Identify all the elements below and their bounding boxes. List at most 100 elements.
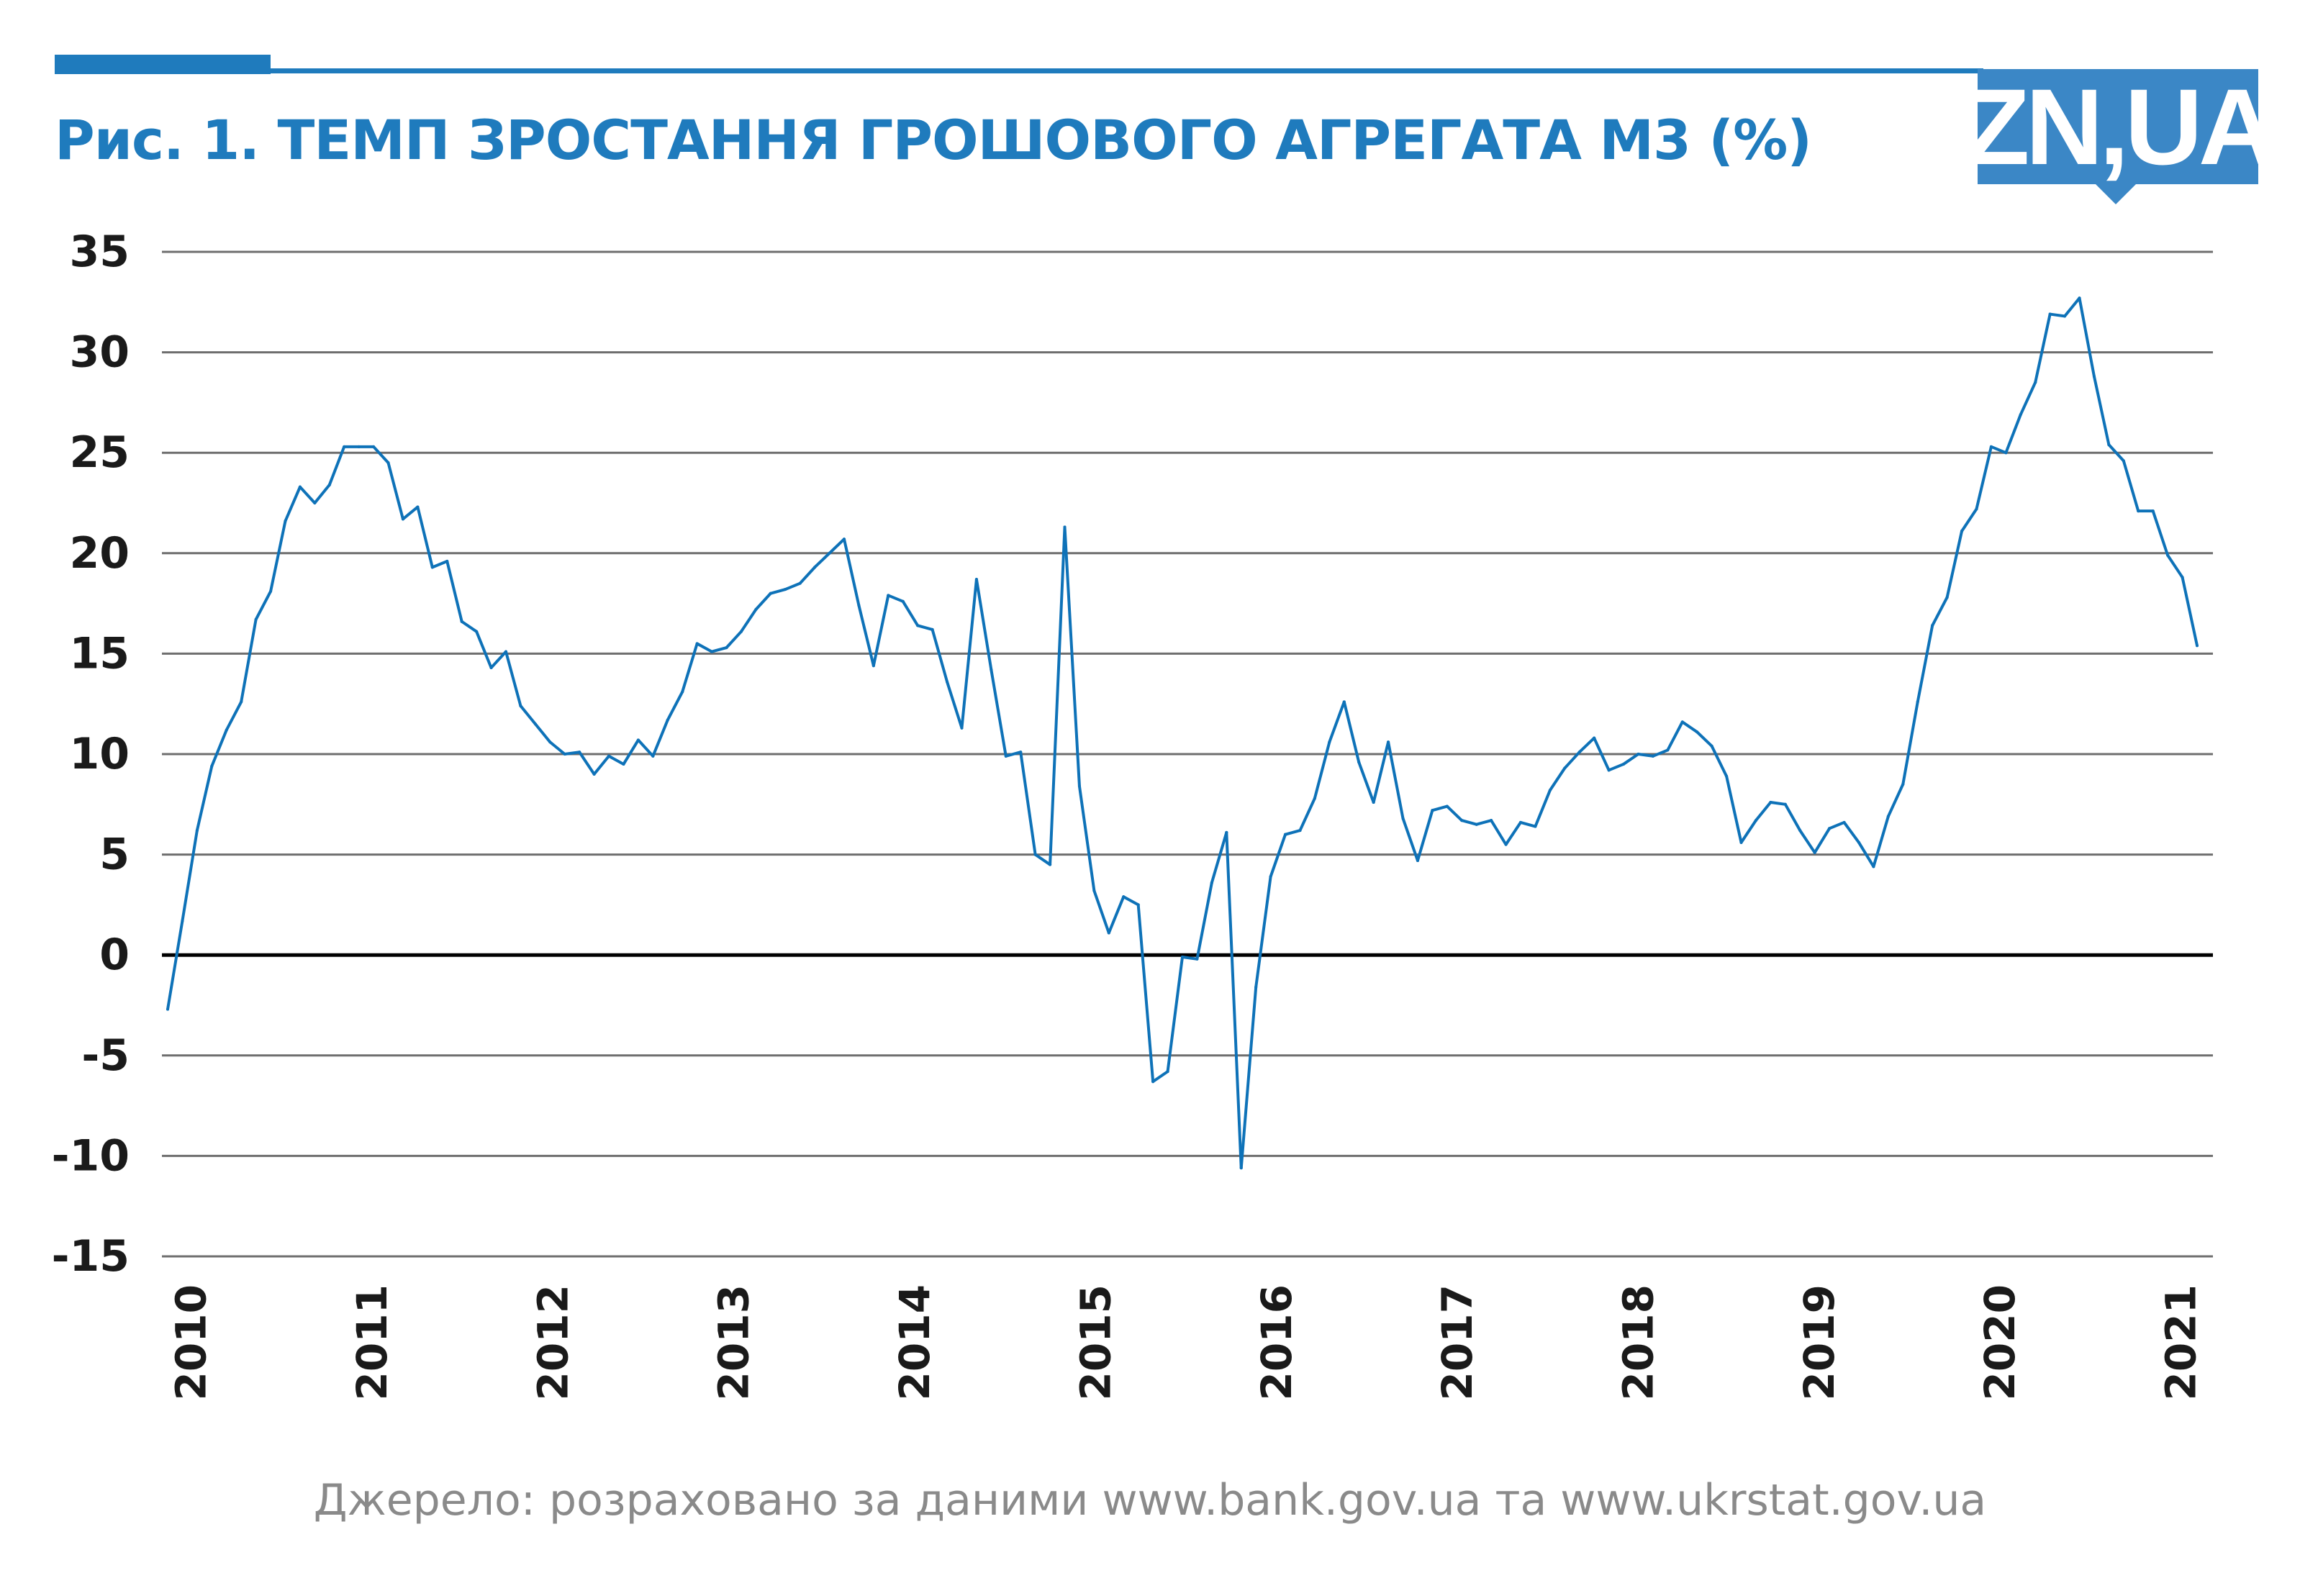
line-segment (298, 485, 317, 504)
y-tick-label: -5 (81, 1030, 130, 1081)
line-segment (784, 581, 802, 591)
data-point (489, 666, 493, 669)
line-segment (1519, 820, 1537, 828)
line-segment (1945, 530, 1964, 599)
data-point (946, 680, 949, 684)
line-segment (666, 690, 684, 722)
line-segment (2019, 381, 2037, 417)
line-segment (2034, 312, 2052, 384)
header-rule (271, 68, 1983, 73)
data-point (1886, 815, 1890, 818)
line-segment (1636, 753, 1654, 758)
series-m3 (166, 296, 2199, 1170)
line-segment (1077, 784, 1096, 892)
line-segment (636, 738, 655, 758)
data-point (1239, 1166, 1243, 1170)
x-tick-label: 2018 (1613, 1284, 1662, 1400)
data-point (1181, 955, 1184, 958)
data-point (1416, 858, 1419, 862)
data-point (1372, 801, 1375, 804)
line-segment (1534, 789, 1552, 828)
data-point (651, 754, 655, 758)
data-point (769, 591, 772, 595)
data-point (666, 718, 669, 722)
data-point (1680, 720, 1684, 724)
line-segment (416, 505, 434, 569)
data-point (1136, 903, 1140, 907)
x-tick-label: 2020 (1975, 1284, 2024, 1400)
data-point (1445, 804, 1449, 808)
line-segment (1563, 751, 1581, 770)
data-point (1004, 754, 1008, 758)
line-segment (1725, 774, 1743, 844)
line-segment (1225, 830, 1243, 1170)
data-point (1636, 753, 1640, 756)
line-segment (1151, 1070, 1169, 1084)
x-tick-label: 2012 (528, 1284, 577, 1400)
data-point (916, 624, 920, 627)
data-point (887, 594, 890, 597)
line-segment (1107, 895, 1126, 935)
line-segment (1387, 740, 1405, 820)
data-point (1107, 931, 1110, 935)
line-segment (195, 764, 214, 833)
data-point (710, 650, 714, 653)
line-segment (1593, 736, 1611, 772)
data-point (990, 668, 993, 671)
data-point (1519, 820, 1522, 824)
line-segment (1460, 819, 1478, 826)
line-segment (1916, 624, 1934, 704)
line-segment (871, 594, 890, 668)
data-point (1269, 875, 1272, 879)
line-segment (313, 483, 331, 504)
line-segment (489, 650, 507, 669)
data-point (1049, 863, 1052, 866)
line-segment (622, 738, 640, 766)
line-segment (990, 668, 1008, 758)
data-point (1077, 784, 1081, 788)
y-tick-label: 20 (70, 528, 130, 579)
line-segment (2092, 375, 2111, 447)
data-point (739, 630, 743, 633)
data-point (548, 740, 552, 744)
data-point (1342, 700, 1346, 704)
line-segment (1680, 720, 1699, 734)
line-segment (857, 604, 875, 668)
line-segment (2004, 413, 2022, 455)
data-point (1931, 624, 1934, 627)
line-segment (960, 578, 978, 730)
line-segment (327, 445, 346, 486)
line-segment (813, 551, 831, 569)
data-point (1725, 774, 1729, 778)
data-point (828, 551, 831, 555)
data-point (1872, 865, 1875, 869)
data-point (2107, 443, 2111, 447)
line-segment (1416, 809, 1434, 862)
line-segment (1033, 853, 1052, 866)
line-segment (519, 704, 537, 726)
data-point (2048, 312, 2052, 316)
line-segment (1004, 751, 1023, 758)
zn-ua-logo[interactable]: ZN,UA (1964, 69, 2276, 184)
data-point (1607, 768, 1611, 772)
data-point (2078, 296, 2081, 300)
data-point (1033, 853, 1037, 856)
data-point (1960, 530, 1964, 533)
line-segment (460, 620, 479, 633)
data-point (798, 581, 802, 585)
line-segment (974, 578, 993, 671)
data-point (1828, 827, 1832, 830)
data-point (695, 642, 699, 645)
line-segment (269, 520, 287, 593)
line-segment (578, 751, 596, 776)
logo-text: ZN,UA (1963, 66, 2276, 187)
data-point (681, 690, 684, 694)
y-tick-label: 25 (70, 427, 130, 478)
y-tick-label: -10 (52, 1130, 130, 1181)
data-point (622, 762, 625, 766)
line-segment (548, 740, 566, 756)
data-point (1577, 751, 1581, 754)
line-segment (1886, 782, 1905, 818)
data-point (1769, 801, 1772, 804)
